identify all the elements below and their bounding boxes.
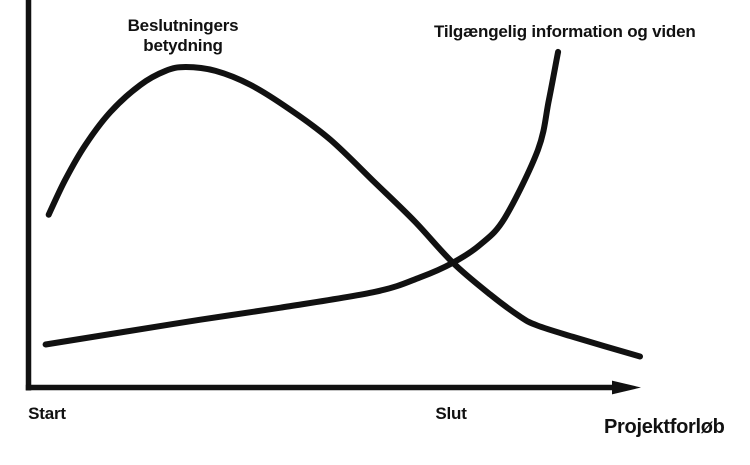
information-curve-label: Tilgængelig information og viden — [434, 22, 696, 41]
decision-curve-label-line1: Beslutningers — [127, 16, 239, 35]
x-tick-label: Start — [28, 404, 66, 423]
x-tick-label: Slut — [435, 404, 467, 423]
decision-curve-label: Beslutningers betydning — [103, 16, 263, 56]
decision-curve-label-line2: betydning — [143, 36, 223, 55]
decision-importance-curve — [45, 64, 643, 360]
x-axis-label: Projektforløb — [604, 416, 725, 438]
x-axis-arrowhead — [612, 380, 641, 395]
available-information-curve — [42, 48, 562, 348]
